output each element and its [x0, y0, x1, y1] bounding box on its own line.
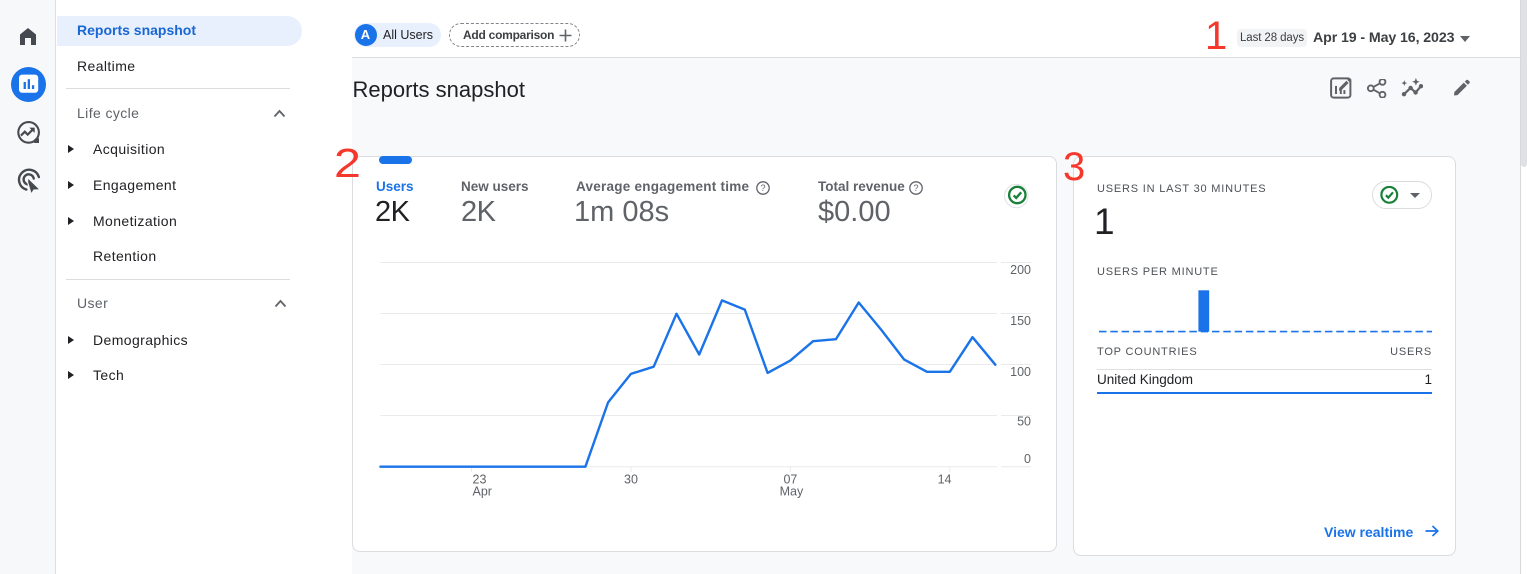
svg-text:14: 14 — [938, 473, 952, 487]
svg-text:May: May — [780, 485, 804, 499]
svg-text:Apr: Apr — [473, 485, 492, 499]
svg-text:30: 30 — [624, 473, 638, 487]
svg-text:150: 150 — [1010, 314, 1031, 328]
svg-text:100: 100 — [1010, 365, 1031, 379]
svg-text:50: 50 — [1017, 415, 1031, 429]
svg-text:200: 200 — [1010, 263, 1031, 277]
svg-text:0: 0 — [1024, 452, 1031, 466]
svg-text:07: 07 — [783, 473, 797, 487]
svg-text:?: ? — [760, 183, 765, 193]
svg-text:?: ? — [913, 183, 918, 193]
svg-text:23: 23 — [473, 473, 487, 487]
